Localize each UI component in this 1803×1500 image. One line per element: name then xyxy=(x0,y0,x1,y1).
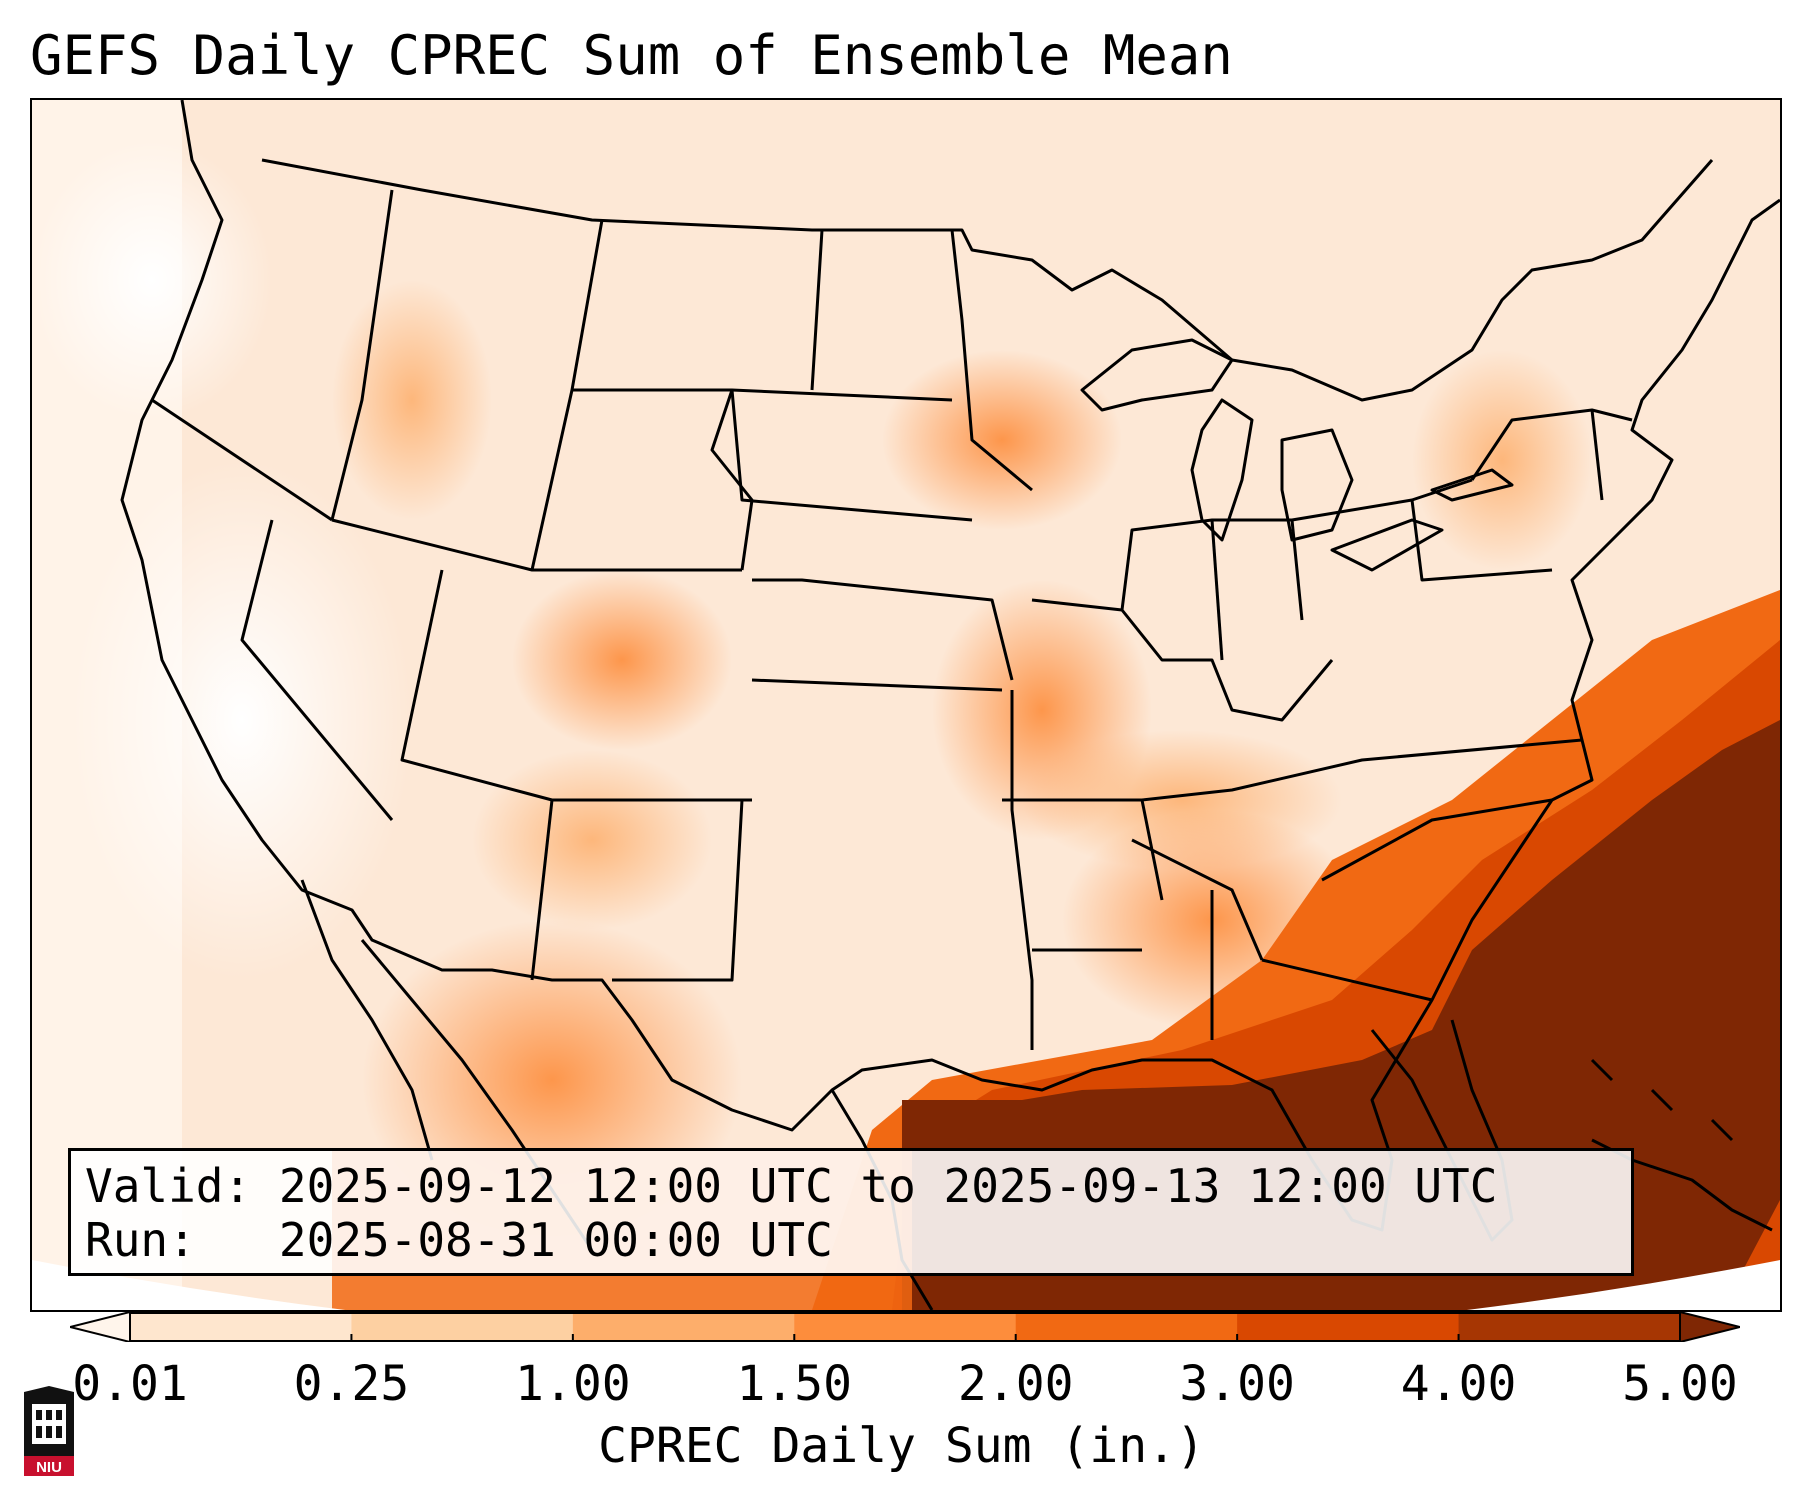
patch-colorado xyxy=(512,570,732,750)
lake-superior xyxy=(1080,338,1234,412)
us-outline xyxy=(120,100,1780,1232)
patch-idaho xyxy=(332,280,492,520)
colorbar-segment xyxy=(1237,1312,1460,1342)
lake-erie xyxy=(1330,518,1444,572)
info-box: Valid: 2025-09-12 12:00 UTC to 2025-09-1… xyxy=(68,1148,1634,1276)
run-row: Run: 2025-08-31 00:00 UTC xyxy=(85,1213,1617,1267)
colorbar-segment xyxy=(572,1312,795,1342)
patch-newyork xyxy=(1412,350,1592,570)
field-west-light xyxy=(72,460,412,980)
map-title: GEFS Daily CPREC Sum of Ensemble Mean xyxy=(30,24,1233,87)
colorbar-tick-label: 5.00 xyxy=(1622,1356,1738,1412)
colorbar-tick-label: 0.01 xyxy=(72,1356,188,1412)
field-northwest-light xyxy=(32,140,272,420)
precipitation-map xyxy=(30,98,1782,1312)
valid-value: 2025-09-12 12:00 UTC to 2025-09-13 12:00… xyxy=(278,1159,1498,1213)
colorbar-tick-label: 1.00 xyxy=(515,1356,631,1412)
lake-huron xyxy=(1280,428,1354,542)
boundaries xyxy=(120,100,1780,1310)
colorbar-tick-label: 2.00 xyxy=(957,1356,1074,1412)
colorbar-tick-label: 4.00 xyxy=(1400,1356,1517,1412)
logo-text: NIU xyxy=(36,1459,62,1476)
colorbar-extend-high xyxy=(1679,1312,1740,1342)
colorbar-segment xyxy=(1458,1312,1681,1342)
patch-newmexico xyxy=(472,750,712,930)
colorbar-segment xyxy=(130,1312,352,1342)
patch-minnesota xyxy=(882,350,1122,530)
lake-michigan xyxy=(1190,398,1254,542)
projection-edge xyxy=(32,1260,1780,1310)
lake-ontario xyxy=(1430,468,1514,502)
niu-university-logo-icon: NIU xyxy=(24,1386,74,1476)
canada-border xyxy=(261,158,1714,402)
colorbar-extend-low xyxy=(70,1312,131,1342)
valid-label: Valid: xyxy=(85,1159,252,1213)
colorbar-segment xyxy=(1015,1312,1238,1342)
colorbar-segment xyxy=(351,1312,574,1342)
colorbar-label: CPREC Daily Sum (in.) xyxy=(598,1418,1205,1474)
colorbar-tick-label: 0.25 xyxy=(293,1356,410,1412)
colorbar xyxy=(70,1312,1740,1342)
valid-row: Valid: 2025-09-12 12:00 UTC to 2025-09-1… xyxy=(85,1159,1617,1213)
colorbar-tick-label: 1.50 xyxy=(736,1356,853,1412)
baja-california xyxy=(300,879,434,1161)
bahamas xyxy=(1590,1058,1734,1142)
run-label: Run: xyxy=(85,1213,196,1267)
colorbar-segment xyxy=(794,1312,1017,1342)
colorbar-tick-label: 3.00 xyxy=(1179,1356,1295,1412)
run-value: 2025-08-31 00:00 UTC xyxy=(278,1213,833,1267)
colorbar-border xyxy=(129,1312,1681,1342)
